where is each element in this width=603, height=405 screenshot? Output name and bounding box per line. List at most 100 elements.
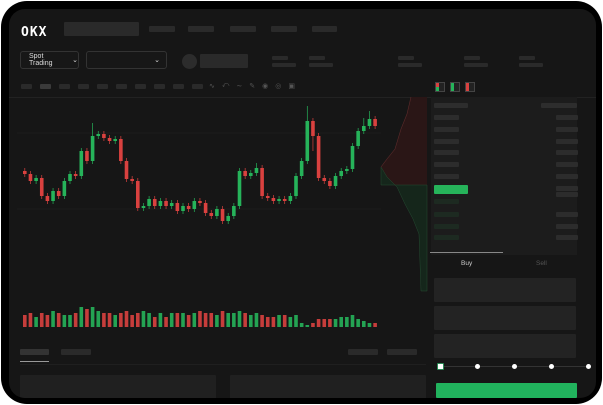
volume-bar <box>45 315 50 327</box>
pencil-icon[interactable]: ✎ <box>249 83 256 90</box>
slider-stop[interactable] <box>474 364 480 369</box>
tab-sell[interactable]: Sell <box>536 260 547 267</box>
tab-buy[interactable]: Buy <box>461 260 473 267</box>
volume-bar <box>345 317 349 327</box>
ask-row-price[interactable] <box>434 150 459 156</box>
ask-row-amount[interactable] <box>556 162 578 168</box>
nav-item[interactable] <box>188 26 214 32</box>
timeframe-button[interactable] <box>116 84 127 89</box>
candle <box>158 198 163 209</box>
book-bids-icon[interactable] <box>450 82 460 92</box>
search-field[interactable] <box>64 22 139 36</box>
last-price-row[interactable] <box>434 185 468 194</box>
candle <box>34 175 38 184</box>
ask-row-amount[interactable] <box>556 138 578 144</box>
tab-order-history[interactable] <box>61 349 91 355</box>
candle-body <box>96 134 101 136</box>
slider-stop[interactable] <box>511 364 517 369</box>
buy-button[interactable] <box>436 383 577 398</box>
candle-body <box>322 178 327 181</box>
slider-stop[interactable] <box>548 364 554 369</box>
ask-row-amount[interactable] <box>556 126 578 132</box>
candle <box>209 210 214 219</box>
bid-row-amount[interactable] <box>556 235 578 240</box>
volume-bar <box>311 323 315 327</box>
fullscreen-icon[interactable]: ▣ <box>288 83 295 90</box>
nav-item[interactable] <box>149 26 175 32</box>
indicator-icon[interactable]: ⤺ <box>221 82 230 89</box>
ask-row-price[interactable] <box>434 115 459 120</box>
line-tool-icon[interactable]: ∼ <box>236 83 243 90</box>
camera-icon[interactable]: ◉ <box>262 83 269 90</box>
nav-item[interactable] <box>312 26 337 32</box>
candle-body <box>362 126 366 131</box>
okx-logo[interactable]: OKX <box>21 23 47 39</box>
candle-body <box>124 161 129 179</box>
candle-body <box>198 201 202 203</box>
candle <box>79 148 84 179</box>
candle <box>322 175 327 184</box>
timeframe-button[interactable] <box>192 84 203 89</box>
candle-body <box>282 199 287 201</box>
volume-bar <box>79 307 84 327</box>
bid-row-price[interactable] <box>434 212 459 217</box>
bid-row-amount[interactable] <box>556 212 578 217</box>
candle <box>130 176 134 184</box>
settings-icon[interactable]: ◎ <box>275 83 282 90</box>
book-asks-icon[interactable] <box>465 82 475 92</box>
volume-bar <box>68 315 72 327</box>
candle-body <box>130 179 134 181</box>
volume-bar <box>367 323 372 327</box>
nav-item[interactable] <box>230 26 256 32</box>
stat-value <box>398 63 422 67</box>
timeframe-button[interactable] <box>154 84 165 89</box>
candle-body <box>333 176 338 186</box>
bid-row-price[interactable] <box>434 223 459 229</box>
candle <box>373 116 377 129</box>
timeframe-button[interactable] <box>59 84 70 89</box>
candle <box>136 178 140 211</box>
app-screen: OKX Spot Trading ⌄ ⌄ ∿ ⤺ ∼ ✎ ◉ ◎ ▣ <box>9 9 596 398</box>
volume-bar <box>136 313 140 327</box>
candle <box>328 178 332 189</box>
pair-dropdown[interactable]: ⌄ <box>86 51 167 69</box>
ask-row-price[interactable] <box>434 138 459 144</box>
filter-button[interactable] <box>348 349 378 355</box>
ask-row-amount[interactable] <box>556 185 578 191</box>
candle-type-icon[interactable]: ∿ <box>209 83 215 90</box>
ask-row-amount[interactable] <box>556 174 578 179</box>
ask-row-price[interactable] <box>434 174 459 179</box>
timeframe-button[interactable] <box>78 84 89 89</box>
price-input[interactable] <box>434 278 576 302</box>
ask-row-amount[interactable] <box>556 115 578 120</box>
slider-stop[interactable] <box>436 363 444 370</box>
nav-item[interactable] <box>271 26 297 32</box>
ask-row-amount[interactable] <box>556 150 578 156</box>
volume-bar <box>265 317 270 327</box>
tab-open-orders[interactable] <box>20 349 49 355</box>
timeframe-button[interactable] <box>135 84 146 89</box>
timeframe-button[interactable] <box>173 84 184 89</box>
amount-input[interactable] <box>434 306 576 330</box>
bid-row-price[interactable] <box>434 235 459 240</box>
volume-bar <box>169 313 174 327</box>
candle-body <box>277 199 281 201</box>
filter-button[interactable] <box>387 349 417 355</box>
spot-trading-dropdown[interactable]: Spot Trading ⌄ <box>20 51 79 69</box>
book-both-icon[interactable] <box>435 82 445 92</box>
bid-row-amount[interactable] <box>556 223 578 229</box>
total-input[interactable] <box>434 334 576 358</box>
timeframe-button[interactable] <box>97 84 108 89</box>
candlestick-chart[interactable] <box>9 9 596 398</box>
slider-stop[interactable] <box>585 364 591 369</box>
bid-row-price[interactable] <box>434 199 459 204</box>
volume-bar <box>51 311 55 327</box>
candle <box>339 168 343 179</box>
timeframe-button[interactable] <box>40 84 51 89</box>
candle <box>254 163 259 176</box>
ask-row-price[interactable] <box>434 162 459 168</box>
volume-bar <box>181 313 185 327</box>
candle-body <box>226 216 230 221</box>
ask-row-price[interactable] <box>434 126 459 132</box>
timeframe-button[interactable] <box>21 84 32 89</box>
